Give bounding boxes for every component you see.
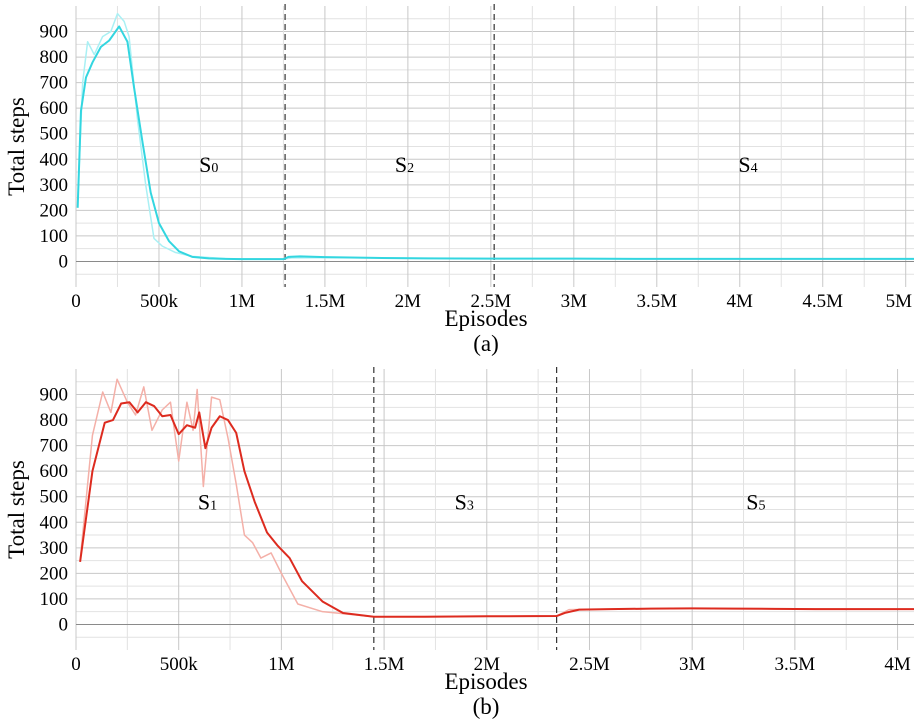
y-tick-label: 900 <box>40 22 69 43</box>
x-tick-label: 3.5M <box>636 291 677 312</box>
stage-label: S2 <box>395 152 414 177</box>
smoothed-series-line <box>76 25 914 261</box>
x-tick-label: 4M <box>884 654 911 675</box>
y-tick-label: 700 <box>40 436 69 457</box>
y-tick-label: 200 <box>40 563 69 584</box>
x-tick-label: 5M <box>886 291 913 312</box>
y-tick-label: 200 <box>40 200 69 221</box>
x-tick-label: 500k <box>160 654 199 675</box>
stage-label: S5 <box>746 490 765 515</box>
stage-label-main: S <box>455 490 467 515</box>
x-tick-label: 0 <box>71 291 81 312</box>
stage-label-subscript: 0 <box>211 161 218 176</box>
smoothed-series-line <box>79 401 914 618</box>
stage-label-subscript: 3 <box>467 499 474 514</box>
y-tick-label: 500 <box>40 487 69 508</box>
x-tick-label: 2.5M <box>569 654 610 675</box>
stage-label-subscript: 1 <box>210 499 217 514</box>
x-tick-label: 1M <box>268 654 295 675</box>
x-axis-label: Episodes <box>444 306 527 331</box>
stage-label-subscript: 4 <box>751 161 758 176</box>
x-axis-label: Episodes <box>444 669 527 694</box>
y-axis-label: Total steps <box>4 97 29 196</box>
y-tick-label: 700 <box>40 73 69 94</box>
y-tick-label: 100 <box>40 226 69 247</box>
x-tick-label: 3M <box>561 291 588 312</box>
x-tick-label: 4M <box>727 291 754 312</box>
y-tick-label: 600 <box>40 461 69 482</box>
panel-label: (b) <box>473 694 500 719</box>
y-tick-label: 800 <box>40 47 69 68</box>
y-tick-label: 400 <box>40 149 69 170</box>
y-tick-label: 0 <box>59 251 69 272</box>
x-tick-label: 2M <box>395 291 422 312</box>
stage-label: S1 <box>198 490 217 515</box>
y-axis-label: Total steps <box>4 460 29 559</box>
y-tick-label: 300 <box>40 538 69 559</box>
x-tick-label: 2M <box>474 654 501 675</box>
y-tick-label: 400 <box>40 512 69 533</box>
x-tick-label: 4.5M <box>802 291 843 312</box>
y-tick-label: 500 <box>40 124 69 145</box>
stage-label-main: S <box>738 152 750 177</box>
x-tick-label: 500k <box>140 291 179 312</box>
stage-label-main: S <box>746 490 758 515</box>
x-tick-label: 1.5M <box>364 654 405 675</box>
stage-label-subscript: 5 <box>758 499 765 514</box>
x-tick-label: 1.5M <box>305 291 346 312</box>
y-tick-label: 100 <box>40 589 69 610</box>
x-tick-label: 2.5M <box>471 291 512 312</box>
chart-panel-a: 0 100 200 300 400 500 600 700 800 900 0 500k 1M 1.5M 2… <box>4 4 914 356</box>
y-tick-label: 0 <box>59 614 69 635</box>
x-tick-label: 0 <box>71 654 81 675</box>
stage-label: S4 <box>738 152 757 177</box>
stage-label: S3 <box>455 490 474 515</box>
x-tick-label: 1M <box>229 291 256 312</box>
raw-series-line <box>76 12 914 260</box>
stage-label-main: S <box>199 152 211 177</box>
stage-label-subscript: 2 <box>407 161 414 176</box>
x-tick-label: 3.5M <box>775 654 816 675</box>
x-tick-label: 3M <box>679 654 706 675</box>
panel-label: (a) <box>473 331 499 356</box>
y-tick-label: 600 <box>40 98 69 119</box>
stage-label-main: S <box>198 490 210 515</box>
stage-label: S0 <box>199 152 218 177</box>
y-tick-label: 900 <box>40 385 69 406</box>
stage-label-main: S <box>395 152 407 177</box>
y-tick-label: 800 <box>40 410 69 431</box>
y-tick-label: 300 <box>40 175 69 196</box>
chart-panel-b: 0 100 200 300 400 500 600 700 800 900 0 500k 1M 1.5M 2… <box>4 367 914 719</box>
